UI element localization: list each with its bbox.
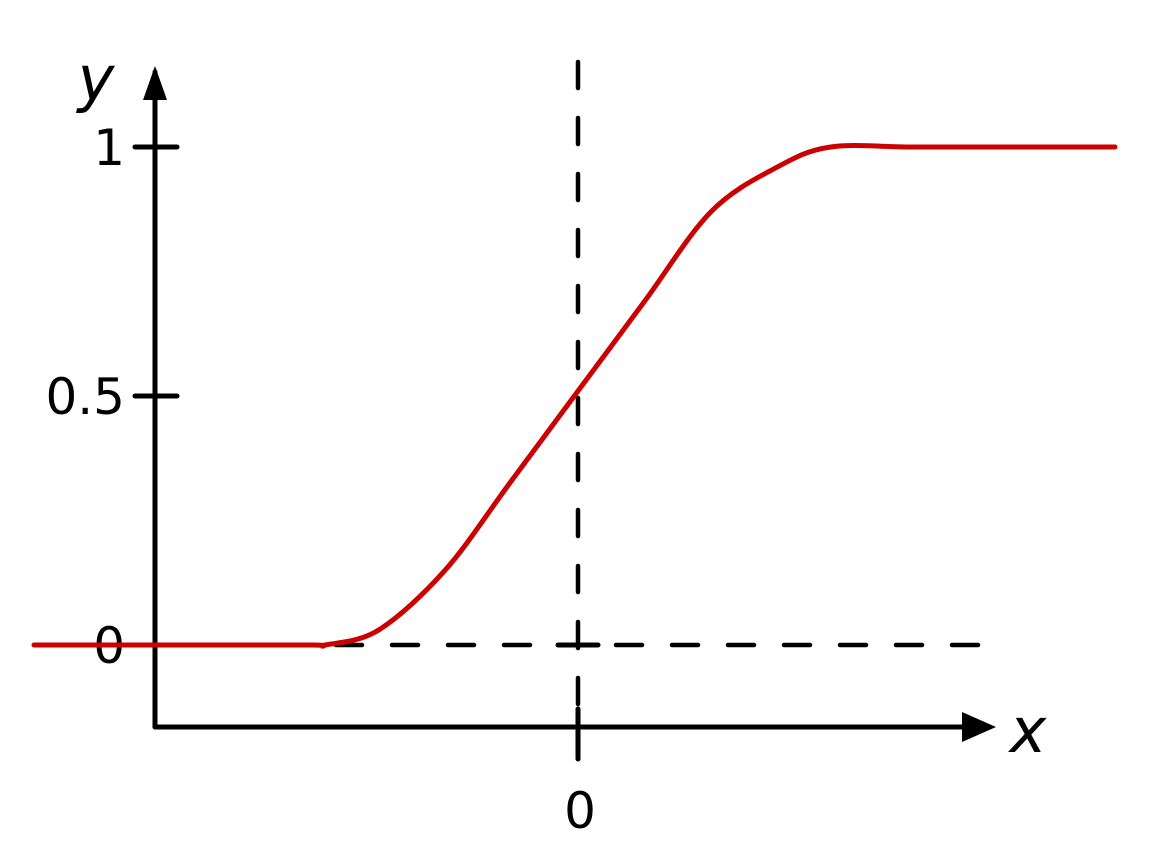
ticks [132,144,601,762]
axes [143,66,996,742]
y-tick-label: 0.5 [45,368,125,426]
y-axis-label: y [76,42,116,115]
x-tick-label: 0 [564,782,596,840]
y-axis-arrow [143,66,167,100]
x-axis-label: x [1008,694,1048,767]
series-group [31,143,1118,649]
y-tick-label: 1 [93,119,125,177]
x-axis-arrow [962,712,996,742]
series-line [31,143,1118,649]
